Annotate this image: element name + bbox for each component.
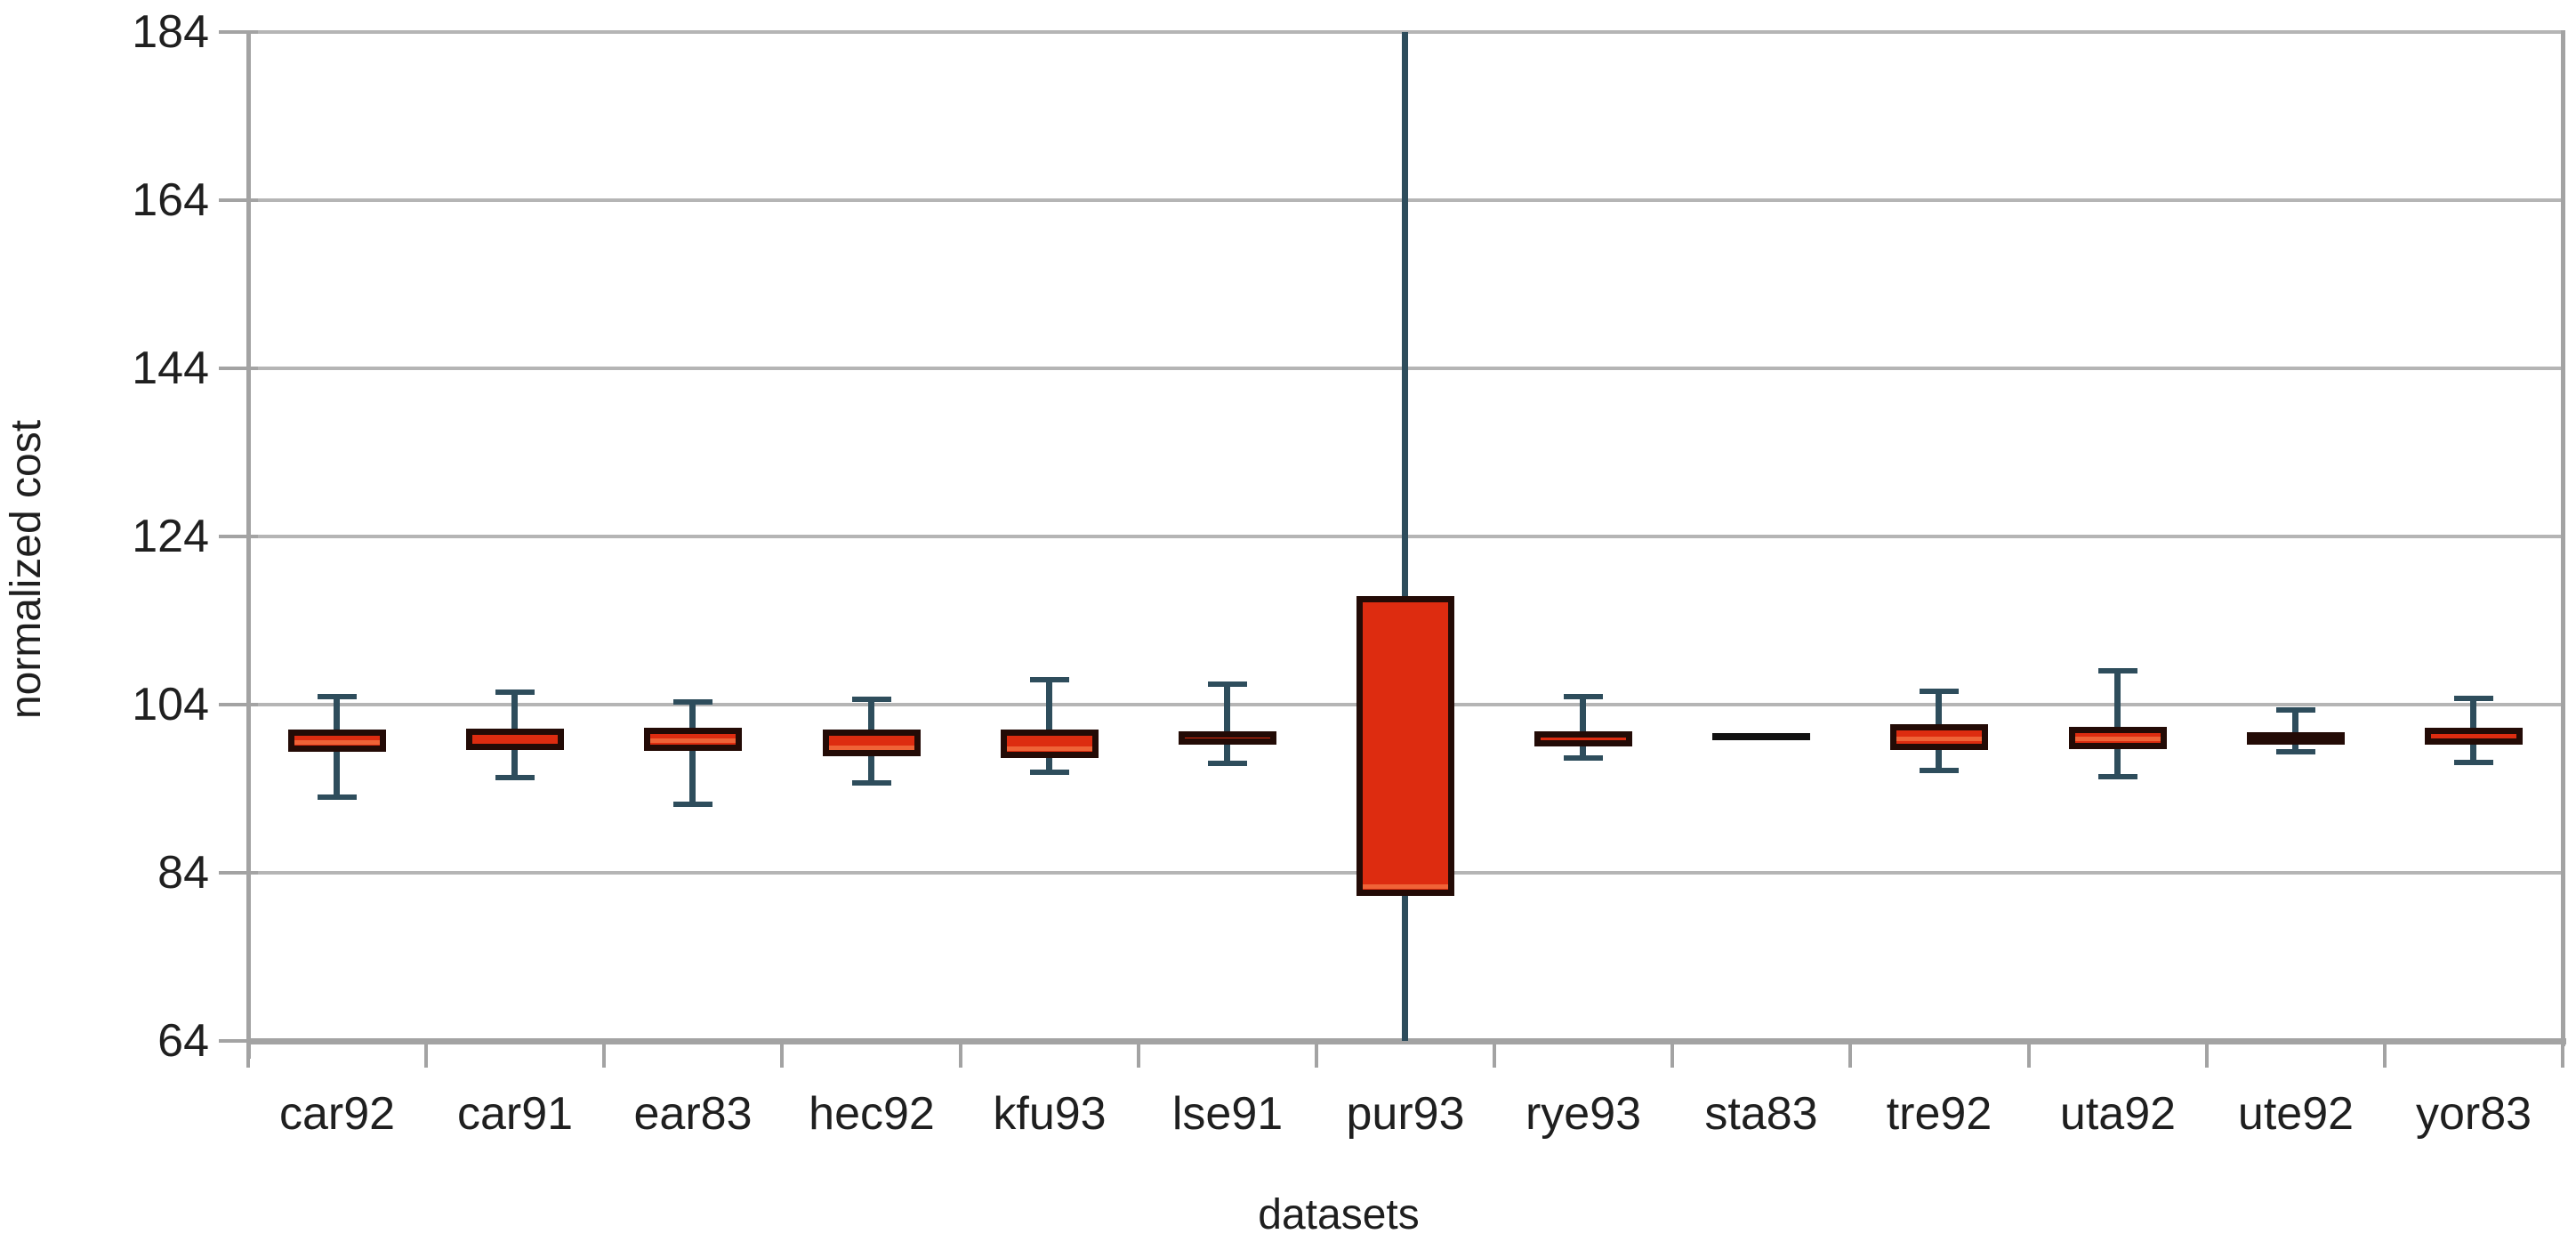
whisker-cap-bottom	[852, 780, 891, 786]
y-tick	[219, 535, 258, 538]
whisker-line	[1402, 32, 1408, 1041]
x-axis-line	[246, 1038, 2566, 1044]
x-axis-title: datasets	[1258, 1191, 1420, 1238]
whisker-cap-top	[318, 694, 357, 699]
median-line	[1363, 884, 1448, 889]
x-tick-label: ear83	[633, 1088, 753, 1140]
box	[2247, 732, 2345, 745]
x-tick-label: ute92	[2237, 1088, 2355, 1140]
whisker-cap-bottom	[1030, 770, 1069, 775]
whisker-cap-top	[2276, 707, 2315, 713]
x-tick	[2561, 1041, 2564, 1068]
whisker-cap-bottom	[2454, 760, 2493, 765]
whisker-cap-top	[1920, 689, 1959, 694]
x-tick	[2027, 1041, 2031, 1068]
x-tick	[1315, 1041, 1318, 1068]
whisker-line	[2292, 710, 2298, 752]
x-tick-label: tre92	[1886, 1088, 1992, 1140]
y-tick-label: 144	[132, 343, 209, 394]
whisker-line	[2114, 671, 2121, 777]
median-line	[294, 740, 380, 745]
box	[1179, 731, 1276, 745]
box	[1534, 731, 1632, 746]
x-tick-label: car92	[278, 1088, 396, 1140]
box	[2425, 728, 2523, 745]
x-tick	[1137, 1041, 1140, 1068]
whisker-cap-bottom	[2098, 774, 2137, 779]
x-tick-label: kfu93	[993, 1088, 1107, 1140]
median-line	[829, 746, 914, 750]
whisker-cap-bottom	[495, 775, 535, 780]
x-tick	[2383, 1041, 2387, 1068]
whisker-line	[1224, 684, 1230, 763]
x-tick-label: rye93	[1525, 1088, 1642, 1140]
y-tick	[219, 30, 258, 34]
whisker-cap-top	[1208, 681, 1247, 687]
whisker-cap-top	[1564, 694, 1603, 699]
median-line	[650, 738, 736, 743]
y-tick-label: 84	[157, 847, 209, 899]
x-tick-label: yor83	[2415, 1088, 2532, 1140]
flat-box-line	[1712, 733, 1810, 740]
whisker-cap-top	[852, 697, 891, 702]
whisker-line	[1046, 680, 1052, 772]
box	[466, 729, 564, 750]
whisker-cap-bottom	[318, 794, 357, 800]
whisker-cap-top	[673, 699, 712, 705]
x-tick-label: uta92	[2059, 1088, 2177, 1140]
whisker-cap-top	[1030, 677, 1069, 682]
y-tick-label: 64	[157, 1015, 209, 1067]
x-tick-label: hec92	[809, 1088, 935, 1140]
median-line	[2075, 737, 2161, 741]
box	[1356, 596, 1454, 896]
y-tick-label: 104	[132, 679, 209, 730]
y-tick-label: 184	[132, 6, 209, 58]
y-axis-title: normalized cost	[3, 419, 50, 720]
whisker-cap-bottom	[1920, 768, 1959, 773]
x-tick	[602, 1041, 606, 1068]
x-tick	[959, 1041, 962, 1068]
whisker-cap-bottom	[673, 802, 712, 807]
whisker-line	[1580, 697, 1586, 759]
x-tick	[246, 1041, 250, 1068]
x-tick-label: car91	[456, 1088, 574, 1140]
whisker-cap-top	[495, 690, 535, 695]
whisker-cap-bottom	[1208, 761, 1247, 766]
y-tick	[219, 198, 258, 202]
x-tick	[2205, 1041, 2209, 1068]
x-tick	[424, 1041, 428, 1068]
x-tick-label: pur93	[1346, 1088, 1465, 1140]
x-tick	[780, 1041, 784, 1068]
whisker-cap-top	[2098, 668, 2137, 673]
y-axis-line	[246, 30, 251, 1059]
y-tick	[219, 1039, 258, 1043]
x-tick-label: sta83	[1704, 1088, 1818, 1140]
y-tick-label: 164	[132, 174, 209, 226]
x-tick	[1670, 1041, 1674, 1068]
box	[823, 730, 921, 756]
box	[1001, 730, 1099, 758]
median-line	[1896, 737, 1982, 741]
whisker-cap-bottom	[1564, 755, 1603, 761]
median-line	[1007, 746, 1092, 751]
y-tick	[219, 703, 258, 706]
x-tick	[1848, 1041, 1852, 1068]
whisker-line	[689, 702, 696, 803]
y-tick-label: 124	[132, 511, 209, 562]
x-tick	[1493, 1041, 1496, 1068]
y-tick	[219, 871, 258, 875]
x-tick-label: lse91	[1171, 1088, 1284, 1140]
whisker-cap-bottom	[2276, 749, 2315, 754]
y-tick	[219, 367, 258, 370]
y-axis-line-right	[2561, 30, 2565, 1046]
whisker-cap-top	[2454, 696, 2493, 701]
